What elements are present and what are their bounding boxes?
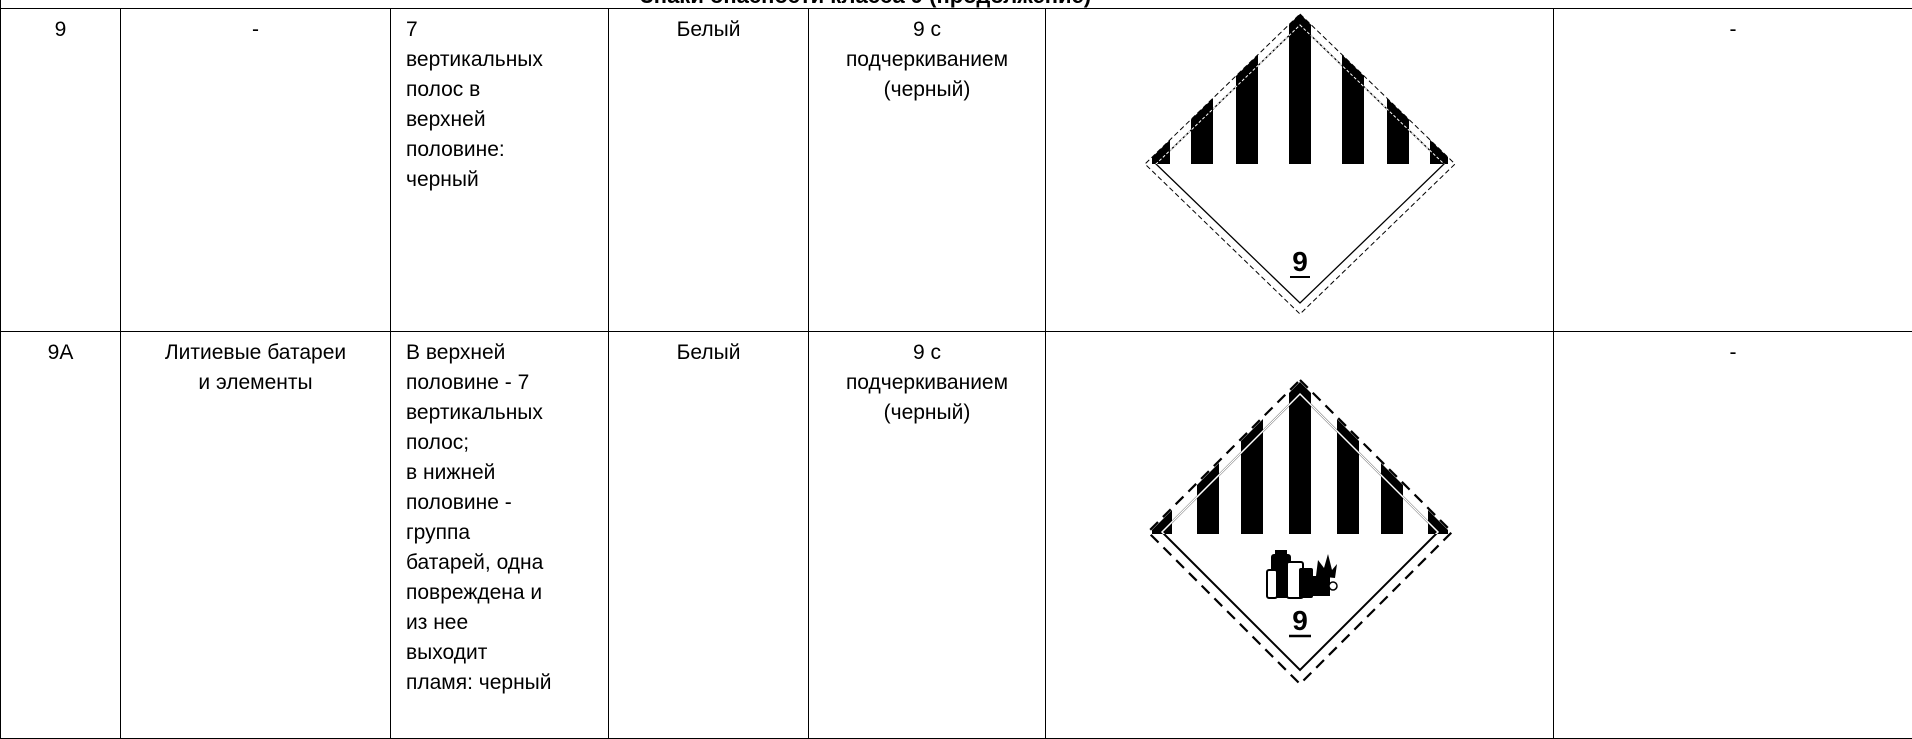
number-cell: 9 с подчеркиванием (черный) — [809, 9, 1046, 332]
table-row: 9 - 7 вертикальных полос в верхней полов… — [1, 9, 1912, 332]
name-cell: Литиевые батареи и элементы — [121, 332, 391, 739]
name-cell: - — [121, 9, 391, 332]
table-row: 9А Литиевые батареи и элементы В верхней… — [1, 332, 1912, 739]
number-cell: 9 с подчеркиванием (черный) — [809, 332, 1046, 739]
class-cell: 9 — [1, 9, 121, 332]
hazard-class-9a-lithium-battery-diamond-icon: 9 — [1140, 372, 1460, 692]
sign-cell: 9 — [1046, 332, 1554, 739]
note-cell: - — [1554, 332, 1912, 739]
background-cell: Белый — [609, 9, 809, 332]
table-top-edge — [0, 0, 1, 8]
symbol-cell: 7 вертикальных полос в верхней половине:… — [391, 9, 609, 332]
class-cell: 9А — [1, 332, 121, 739]
sign-cell: 9 — [1046, 9, 1554, 332]
hazard-class-9-diamond-icon: 9 — [1140, 9, 1460, 319]
note-cell: - — [1554, 9, 1912, 332]
background-cell: Белый — [609, 332, 809, 739]
sign-number: 9 — [1292, 246, 1308, 277]
hazard-labels-table: 9 - 7 вертикальных полос в верхней полов… — [0, 8, 1912, 739]
sign-number: 9 — [1292, 605, 1308, 636]
symbol-cell: В верхней половине - 7 вертикальных поло… — [391, 332, 609, 739]
